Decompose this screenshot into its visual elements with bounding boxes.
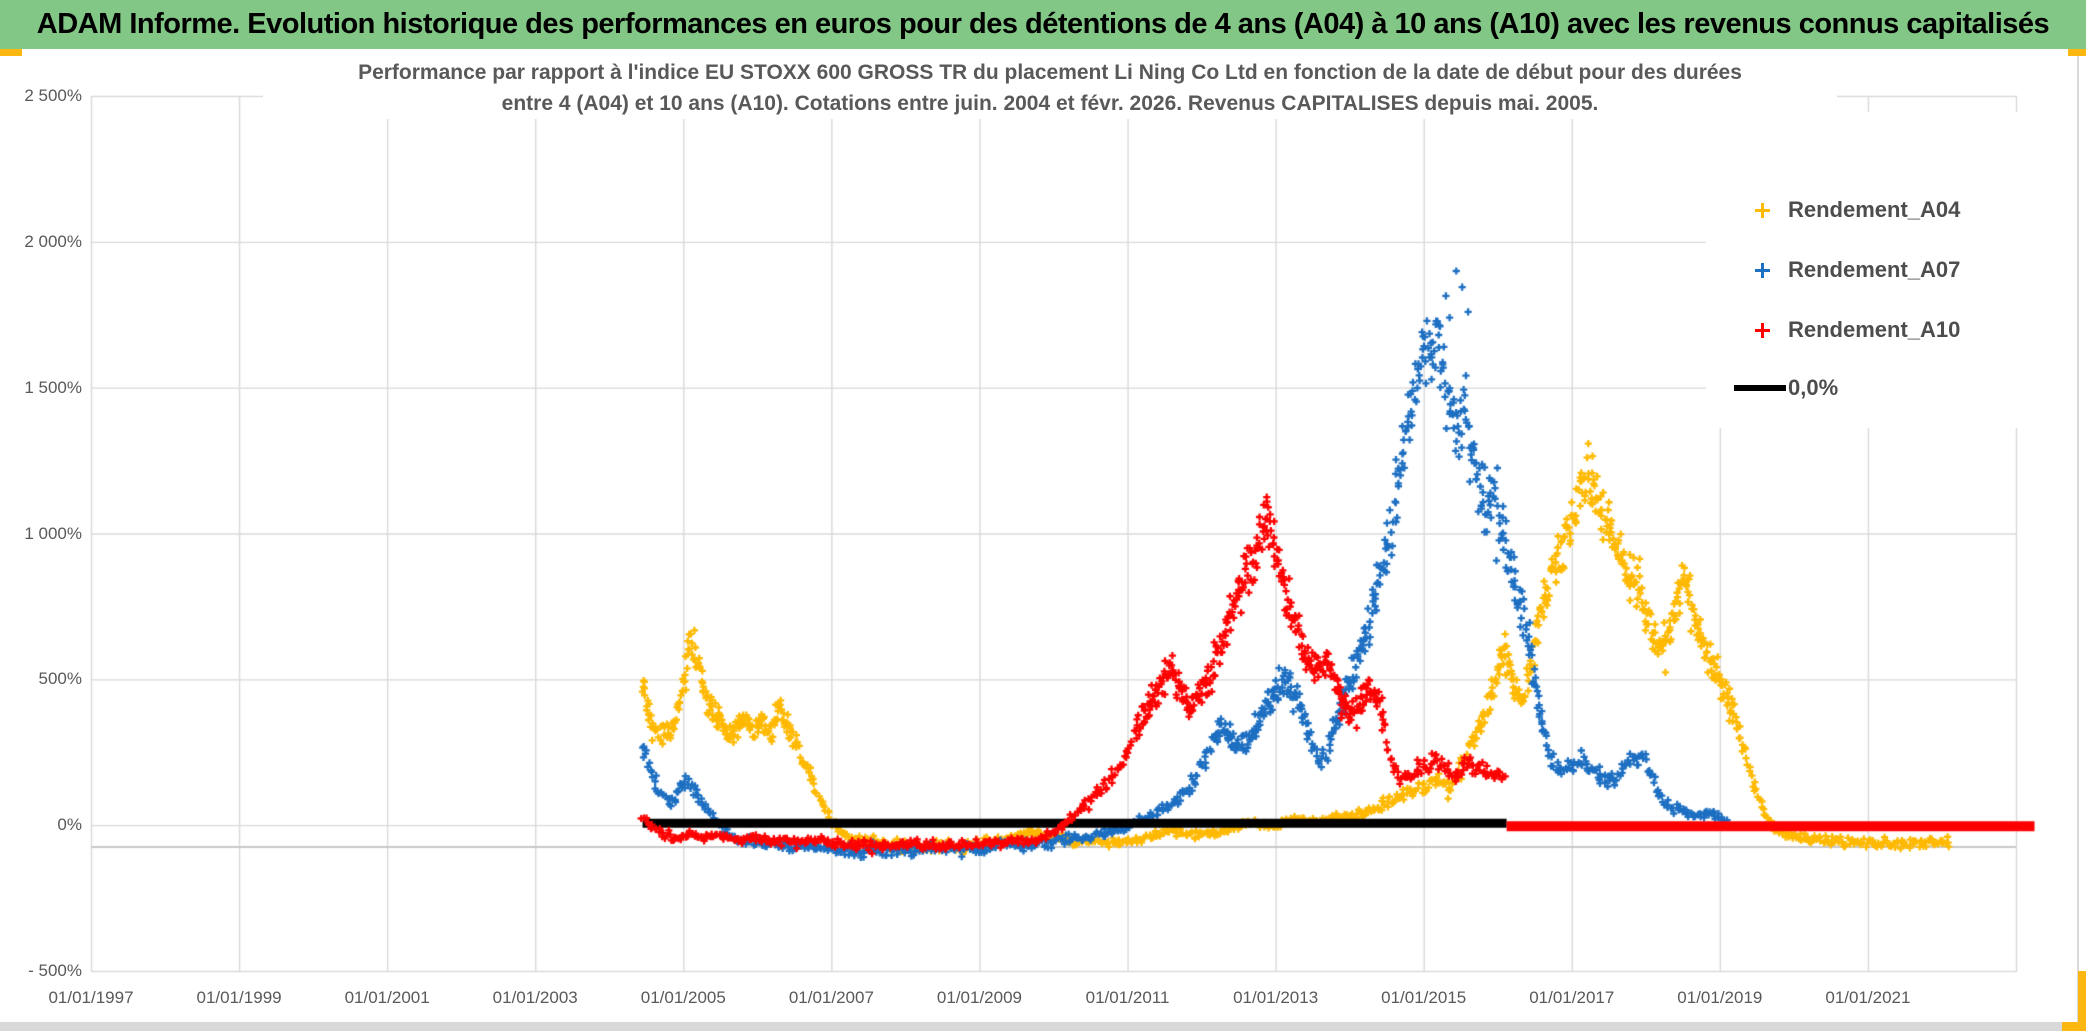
y-axis-tick-label: 2 000% xyxy=(24,231,82,251)
chart-title: Performance par rapport à l'indice EU ST… xyxy=(263,57,1837,119)
chart-title-line2: entre 4 (A04) et 10 ans (A10). Cotations… xyxy=(501,92,1599,115)
y-axis-tick-label: - 500% xyxy=(28,961,82,980)
legend-zero-line-icon xyxy=(1734,385,1786,391)
x-axis-tick-label: 01/01/1997 xyxy=(48,988,134,1007)
legend-marker-a10-icon xyxy=(1755,323,1770,338)
x-axis-tick-label: 01/01/2005 xyxy=(640,988,726,1007)
chart-title-line1: Performance par rapport à l'indice EU ST… xyxy=(358,61,1742,84)
y-axis-tick-label: 500% xyxy=(38,669,82,689)
selection-handle-bottom-right-vertical xyxy=(2078,971,2086,1022)
x-axis-tick-label: 01/01/2009 xyxy=(936,988,1022,1007)
legend-label-zero: 0,0% xyxy=(1788,375,1839,400)
y-axis-tick-label: 2 500% xyxy=(24,86,82,105)
legend-item-rendement-a04[interactable]: Rendement_A04 xyxy=(1706,190,2076,230)
legend-item-zero-line[interactable]: 0,0% xyxy=(1706,368,2076,408)
x-axis-tick-label: 01/01/2017 xyxy=(1529,988,1615,1007)
selection-handle-top-right xyxy=(2068,49,2086,56)
legend-label-a10: Rendement_A10 xyxy=(1788,317,1961,342)
x-axis-tick-label: 01/01/2021 xyxy=(1825,988,1911,1007)
window-bottom-strip xyxy=(0,1022,2086,1031)
chart-right-border xyxy=(2077,49,2079,1022)
x-axis-tick-label: 01/01/2013 xyxy=(1233,988,1319,1007)
y-axis-tick-label: 0% xyxy=(57,815,82,835)
x-axis-tick-label: 01/01/1999 xyxy=(196,988,282,1007)
selection-handle-bottom-right-horizontal xyxy=(2062,1022,2086,1031)
legend-item-rendement-a07[interactable]: Rendement_A07 xyxy=(1706,250,2076,290)
x-axis-tick-label: 01/01/2019 xyxy=(1677,988,1763,1007)
legend-marker-a07-icon xyxy=(1755,263,1770,278)
x-axis-tick-label: 01/01/2001 xyxy=(344,988,430,1007)
y-axis-tick-label: 1 000% xyxy=(24,523,82,543)
legend-label-a04: Rendement_A04 xyxy=(1788,197,1961,222)
y-axis-tick-label: 1 500% xyxy=(24,377,82,397)
x-axis-tick-label: 01/01/2011 xyxy=(1085,988,1170,1007)
x-axis-tick-label: 01/01/2015 xyxy=(1381,988,1467,1007)
x-axis-tick-label: 01/01/2007 xyxy=(788,988,874,1007)
legend-marker-a04-icon xyxy=(1755,203,1770,218)
legend-label-a07: Rendement_A07 xyxy=(1788,257,1961,282)
x-axis-tick-label: 01/01/2003 xyxy=(492,988,578,1007)
selection-handle-top-left xyxy=(0,49,22,56)
legend: Rendement_A04 Rendement_A07 Rendement_A1… xyxy=(1706,112,2076,428)
legend-item-rendement-a10[interactable]: Rendement_A10 xyxy=(1706,310,2076,350)
